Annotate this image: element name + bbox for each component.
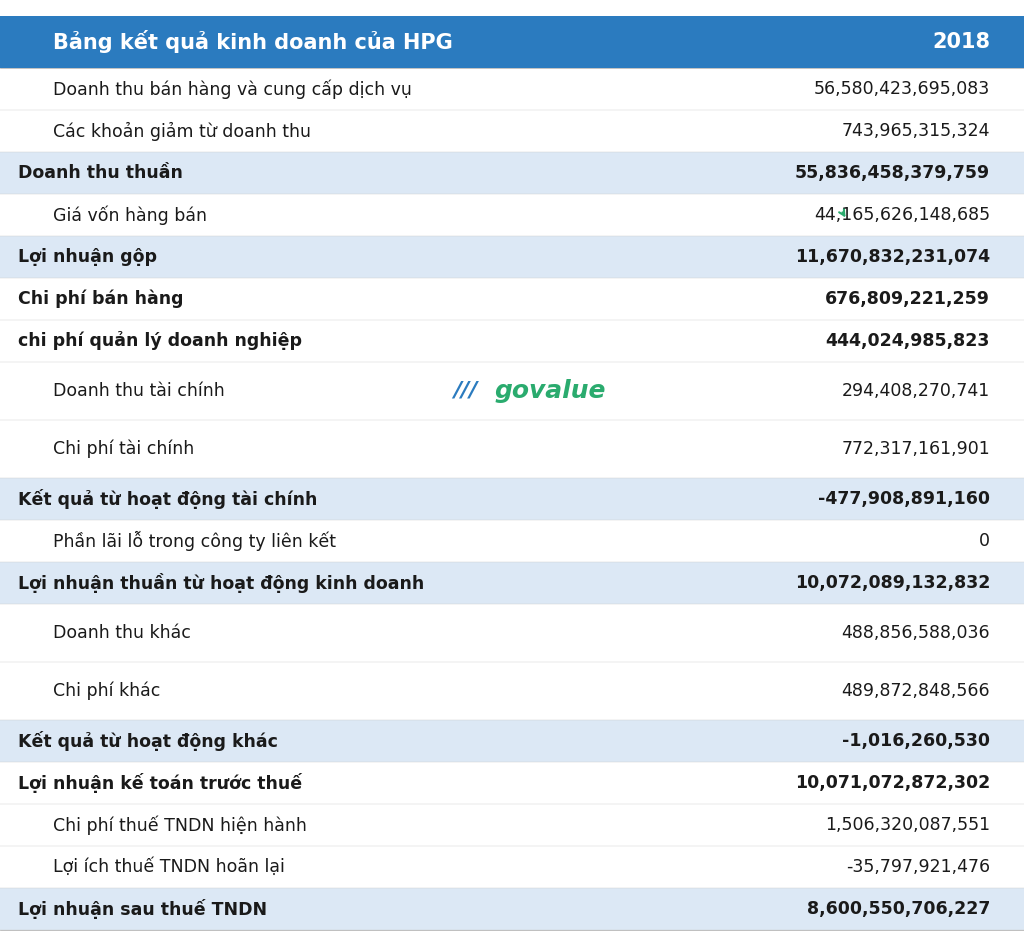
Bar (0, 420, 1024, 478)
Text: Giá vốn hàng bán: Giá vốn hàng bán (53, 205, 207, 225)
Text: 444,024,985,823: 444,024,985,823 (825, 332, 990, 350)
Bar (0, 520, 1024, 562)
Bar (0, 804, 1024, 846)
Bar (0, 320, 1024, 362)
Bar (0, 562, 1024, 604)
Text: Chi phí khác: Chi phí khác (53, 682, 161, 700)
Text: Doanh thu tài chính: Doanh thu tài chính (53, 382, 224, 400)
Text: 1,506,320,087,551: 1,506,320,087,551 (825, 816, 990, 834)
Text: ///: /// (453, 381, 477, 401)
Text: -1,016,260,530: -1,016,260,530 (842, 732, 990, 750)
Text: Lợi nhuận thuần từ hoạt động kinh doanh: Lợi nhuận thuần từ hoạt động kinh doanh (18, 573, 424, 593)
Text: 55,836,458,379,759: 55,836,458,379,759 (795, 164, 990, 182)
Text: 676,809,221,259: 676,809,221,259 (825, 290, 990, 308)
Bar (0, 16, 1024, 68)
Text: 294,408,270,741: 294,408,270,741 (842, 382, 990, 400)
Text: -477,908,891,160: -477,908,891,160 (818, 490, 990, 508)
Text: Doanh thu bán hàng và cung cấp dịch vụ: Doanh thu bán hàng và cung cấp dịch vụ (53, 79, 412, 98)
Bar (0, 478, 1024, 520)
Bar (0, 362, 1024, 420)
Text: 8,600,550,706,227: 8,600,550,706,227 (807, 900, 990, 918)
Text: 743,965,315,324: 743,965,315,324 (842, 122, 990, 140)
Text: Chi phí tài chính: Chi phí tài chính (53, 440, 195, 458)
Text: Doanh thu thuần: Doanh thu thuần (18, 164, 183, 182)
Bar (0, 720, 1024, 762)
Text: 10,071,072,872,302: 10,071,072,872,302 (795, 774, 990, 792)
Bar (0, 236, 1024, 278)
Text: Chi phí bán hàng: Chi phí bán hàng (18, 289, 183, 308)
Text: 489,872,848,566: 489,872,848,566 (842, 682, 990, 700)
Text: 0: 0 (979, 532, 990, 550)
Text: 772,317,161,901: 772,317,161,901 (842, 440, 990, 458)
Text: 56,580,423,695,083: 56,580,423,695,083 (814, 80, 990, 98)
Text: -35,797,921,476: -35,797,921,476 (846, 858, 990, 876)
Text: Chi phí thuế TNDN hiện hành: Chi phí thuế TNDN hiện hành (53, 815, 307, 834)
Text: Kết quả từ hoạt động khác: Kết quả từ hoạt động khác (18, 731, 278, 751)
Text: 11,670,832,231,074: 11,670,832,231,074 (795, 248, 990, 266)
Bar (0, 194, 1024, 236)
Bar (0, 888, 1024, 930)
Text: 2018: 2018 (932, 32, 990, 52)
Text: Lợi nhuận gộp: Lợi nhuận gộp (18, 248, 157, 266)
Text: Doanh thu khác: Doanh thu khác (53, 624, 190, 642)
Text: Các khoản giảm từ doanh thu: Các khoản giảm từ doanh thu (53, 121, 311, 141)
Text: Lợi ích thuế TNDN hoãn lại: Lợi ích thuế TNDN hoãn lại (53, 858, 285, 876)
Text: Lợi nhuận kế toán trước thuế: Lợi nhuận kế toán trước thuế (18, 773, 302, 793)
Bar (0, 68, 1024, 110)
Bar (0, 604, 1024, 662)
Text: Bảng kết quả kinh doanh của HPG: Bảng kết quả kinh doanh của HPG (53, 30, 453, 54)
Text: 488,856,588,036: 488,856,588,036 (842, 624, 990, 642)
Text: Phần lãi lỗ trong công ty liên kết: Phần lãi lỗ trong công ty liên kết (53, 531, 336, 551)
Text: govalue: govalue (495, 379, 606, 403)
Bar (0, 110, 1024, 152)
Text: 10,072,089,132,832: 10,072,089,132,832 (795, 574, 990, 592)
Text: 44,165,626,148,685: 44,165,626,148,685 (814, 206, 990, 224)
Text: Kết quả từ hoạt động tài chính: Kết quả từ hoạt động tài chính (18, 489, 317, 509)
Bar (0, 662, 1024, 720)
Text: Lợi nhuận sau thuế TNDN: Lợi nhuận sau thuế TNDN (18, 899, 267, 919)
Bar (0, 846, 1024, 888)
Text: chi phí quản lý doanh nghiệp: chi phí quản lý doanh nghiệp (18, 331, 302, 351)
Bar (0, 152, 1024, 194)
Bar (0, 762, 1024, 804)
Bar (0, 278, 1024, 320)
